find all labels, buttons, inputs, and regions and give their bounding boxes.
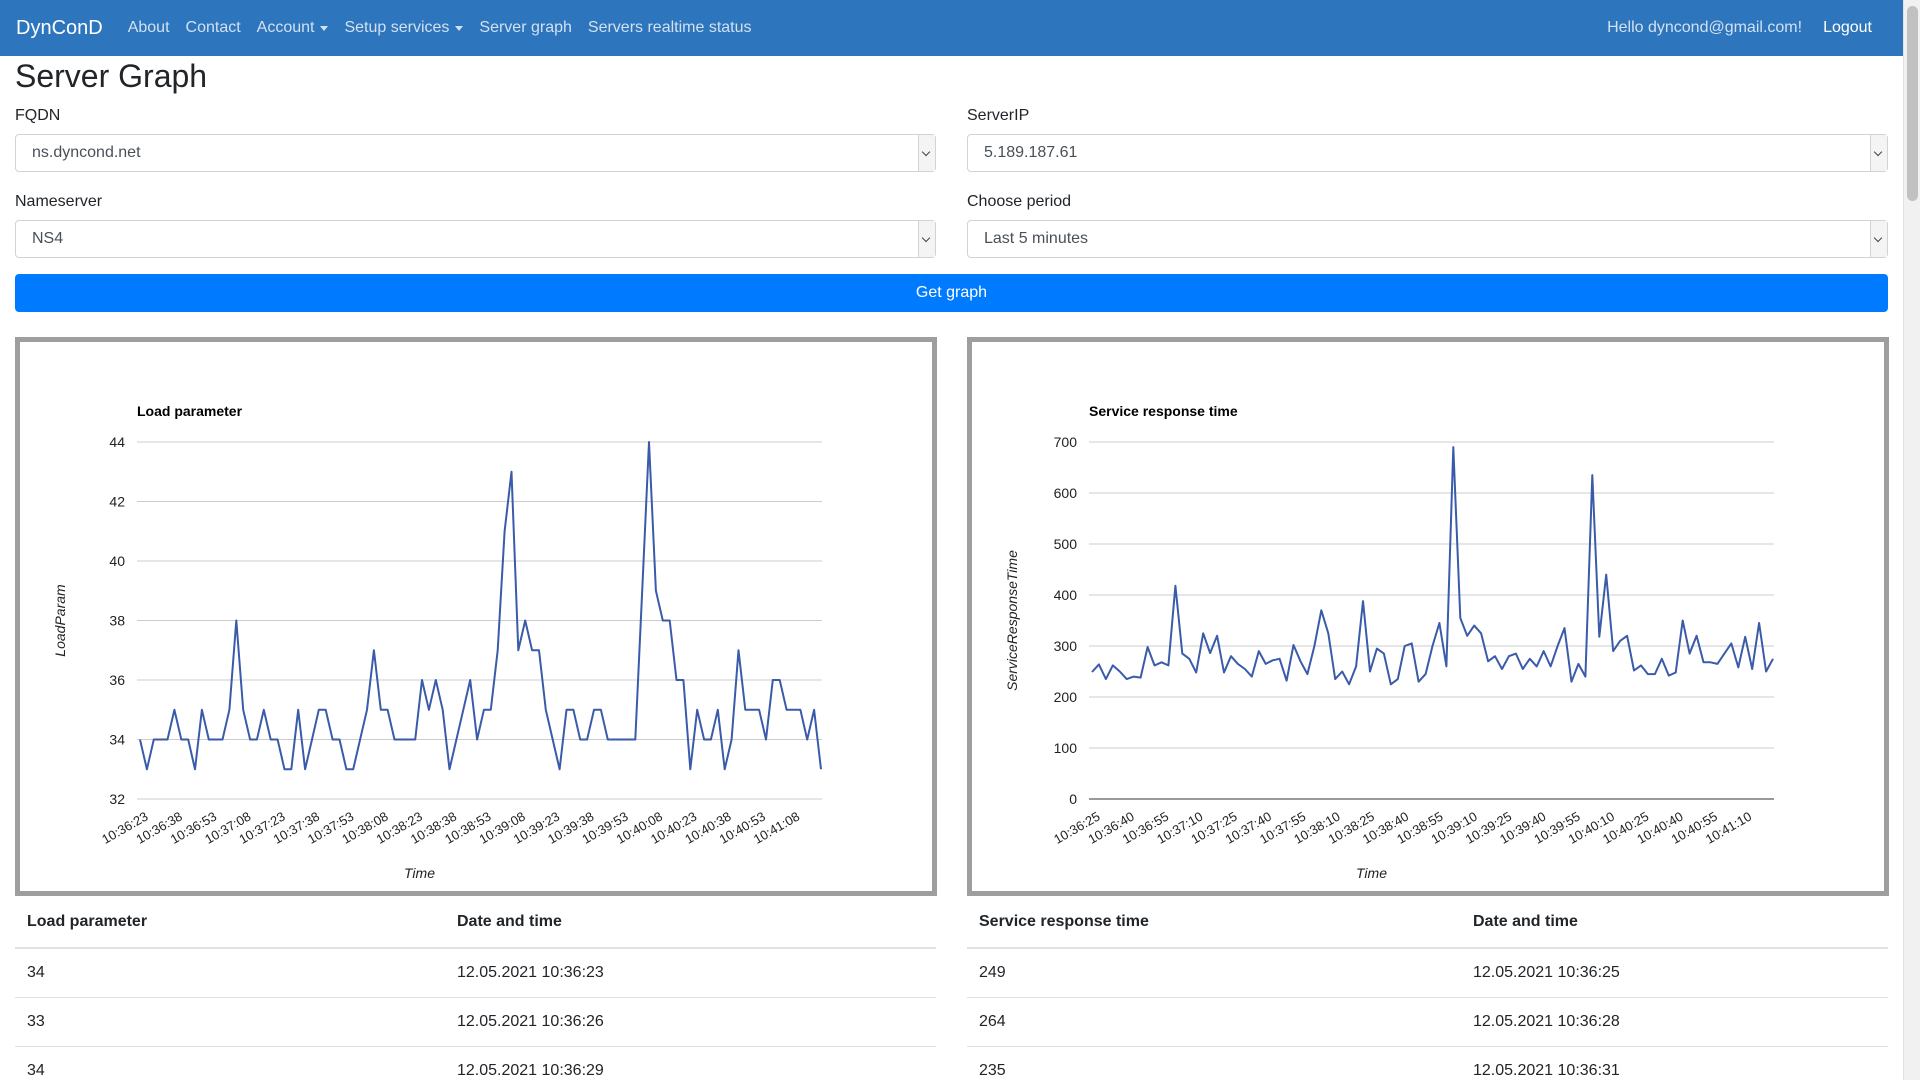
- page-scrollbar[interactable]: [1903, 0, 1920, 1080]
- y-tick-label: 300: [1054, 638, 1078, 654]
- fqdn-select-value: ns.dyncond.net: [32, 144, 141, 161]
- chevron-down-icon[interactable]: [1870, 135, 1887, 171]
- period-select-value: Last 5 minutes: [984, 230, 1089, 247]
- fqdn-select[interactable]: ns.dyncond.net: [15, 134, 936, 172]
- y-tick-label: 400: [1054, 587, 1078, 603]
- brand-link[interactable]: DynConD: [16, 16, 103, 39]
- column-header-date-time: Date and time: [445, 896, 936, 949]
- nav-link-about[interactable]: About: [127, 19, 170, 36]
- date-time-cell: 12.05.2021 10:36:29: [445, 1046, 936, 1080]
- x-axis-label: Time: [404, 865, 435, 881]
- service-response-chart: 0 100 200 300 400 500 600 700 Service response t…: [1004, 403, 1774, 881]
- y-tick-label: 100: [1054, 740, 1078, 756]
- series-line: [1091, 446, 1774, 686]
- y-tick-label: 44: [109, 434, 125, 450]
- date-time-cell: 12.05.2021 10:36:23: [445, 948, 936, 998]
- y-tick-label: 500: [1054, 536, 1078, 552]
- serverip-label: ServerIP: [967, 107, 1030, 124]
- y-tick-label: 36: [109, 672, 125, 688]
- chevron-down-icon[interactable]: [918, 221, 935, 257]
- fqdn-label: FQDN: [15, 107, 61, 124]
- nav-dropdown-account-label: Account: [256, 19, 315, 36]
- date-time-cell: 12.05.2021 10:36:31: [1461, 1046, 1888, 1080]
- load-data-table: Load parameter Date and time 34 12.05.20…: [15, 896, 936, 1080]
- caret-down-icon: [320, 25, 329, 31]
- load-value-cell: 34: [15, 1046, 445, 1080]
- y-tick-label: 0: [1069, 791, 1077, 807]
- y-tick-label: 200: [1054, 689, 1078, 705]
- nav-right: Hello dyncond@gmail.com! Logout: [1607, 19, 1887, 37]
- logout-link[interactable]: Logout: [1823, 19, 1872, 36]
- table-row: 34 12.05.2021 10:36:29: [15, 1046, 936, 1080]
- nav-link-server-graph[interactable]: Server graph: [479, 19, 572, 36]
- y-tick-label: 40: [109, 553, 125, 569]
- y-tick-label: 32: [109, 791, 125, 807]
- get-graph-button[interactable]: Get graph: [15, 274, 1888, 312]
- chart-title: Load parameter: [137, 403, 243, 419]
- table-row: 34 12.05.2021 10:36:23: [15, 948, 936, 998]
- nameserver-label: Nameserver: [15, 193, 103, 210]
- navbar: DynConD About Contact Account Setup serv…: [0, 0, 1903, 56]
- y-tick-label: 600: [1054, 485, 1078, 501]
- table-header-row: Service response time Date and time: [967, 896, 1888, 949]
- table-row: 264 12.05.2021 10:36:28: [967, 997, 1888, 1047]
- response-value-cell: 264: [967, 997, 1461, 1047]
- caret-down-icon: [455, 25, 464, 31]
- nav-dropdown-setup-services[interactable]: Setup services: [344, 19, 464, 37]
- user-greeting[interactable]: Hello dyncond@gmail.com!: [1607, 19, 1803, 36]
- chevron-down-icon[interactable]: [1870, 221, 1887, 257]
- column-header-date-time: Date and time: [1461, 896, 1888, 949]
- nav-dropdown-setup-services-label: Setup services: [344, 19, 450, 36]
- load-value-cell: 33: [15, 997, 445, 1047]
- response-data-table: Service response time Date and time 249 …: [967, 896, 1888, 1080]
- y-tick-label: 42: [109, 494, 125, 510]
- y-tick-label: 38: [109, 613, 125, 629]
- date-time-cell: 12.05.2021 10:36:26: [445, 997, 936, 1047]
- response-value-cell: 249: [967, 948, 1461, 998]
- load-parameter-chart: 32 34 36 38 40 42 44 Load parameter Time LoadPara…: [52, 403, 822, 881]
- page-title: Server Graph: [15, 58, 208, 94]
- y-axis-label: LoadParam: [52, 584, 68, 657]
- y-tick-label: 700: [1054, 434, 1078, 450]
- scrollbar-thumb[interactable]: [1907, 6, 1918, 201]
- y-tick-label: 34: [109, 732, 125, 748]
- column-header-service-response-time: Service response time: [967, 896, 1461, 949]
- y-axis-label: ServiceResponseTime: [1004, 550, 1020, 691]
- chart-title: Service response time: [1089, 403, 1238, 419]
- nameserver-select-value: NS4: [32, 230, 64, 247]
- table-row: 249 12.05.2021 10:36:25: [967, 948, 1888, 998]
- response-chart-panel: 0 100 200 300 400 500 600 700 Service response t…: [967, 337, 1889, 896]
- nav-link-contact[interactable]: Contact: [185, 19, 241, 36]
- date-time-cell: 12.05.2021 10:36:25: [1461, 948, 1888, 998]
- table-header-row: Load parameter Date and time: [15, 896, 936, 949]
- x-axis-label: Time: [1356, 865, 1387, 881]
- period-label: Choose period: [967, 193, 1072, 210]
- load-chart-panel: 32 34 36 38 40 42 44 Load parameter Time LoadPara…: [15, 337, 937, 896]
- date-time-cell: 12.05.2021 10:36:28: [1461, 997, 1888, 1047]
- load-value-cell: 34: [15, 948, 445, 998]
- nameserver-select[interactable]: NS4: [15, 220, 936, 258]
- serverip-select-value: 5.189.187.61: [984, 144, 1078, 161]
- response-value-cell: 235: [967, 1046, 1461, 1080]
- chevron-down-icon[interactable]: [918, 135, 935, 171]
- serverip-select[interactable]: 5.189.187.61: [967, 134, 1888, 172]
- period-select[interactable]: Last 5 minutes: [967, 220, 1888, 258]
- series-line: [139, 441, 822, 771]
- column-header-load-parameter: Load parameter: [15, 896, 445, 949]
- nav-link-servers-realtime-status[interactable]: Servers realtime status: [587, 19, 752, 36]
- table-row: 235 12.05.2021 10:36:31: [967, 1046, 1888, 1080]
- nav-dropdown-account[interactable]: Account: [257, 19, 329, 37]
- table-row: 33 12.05.2021 10:36:26: [15, 997, 936, 1047]
